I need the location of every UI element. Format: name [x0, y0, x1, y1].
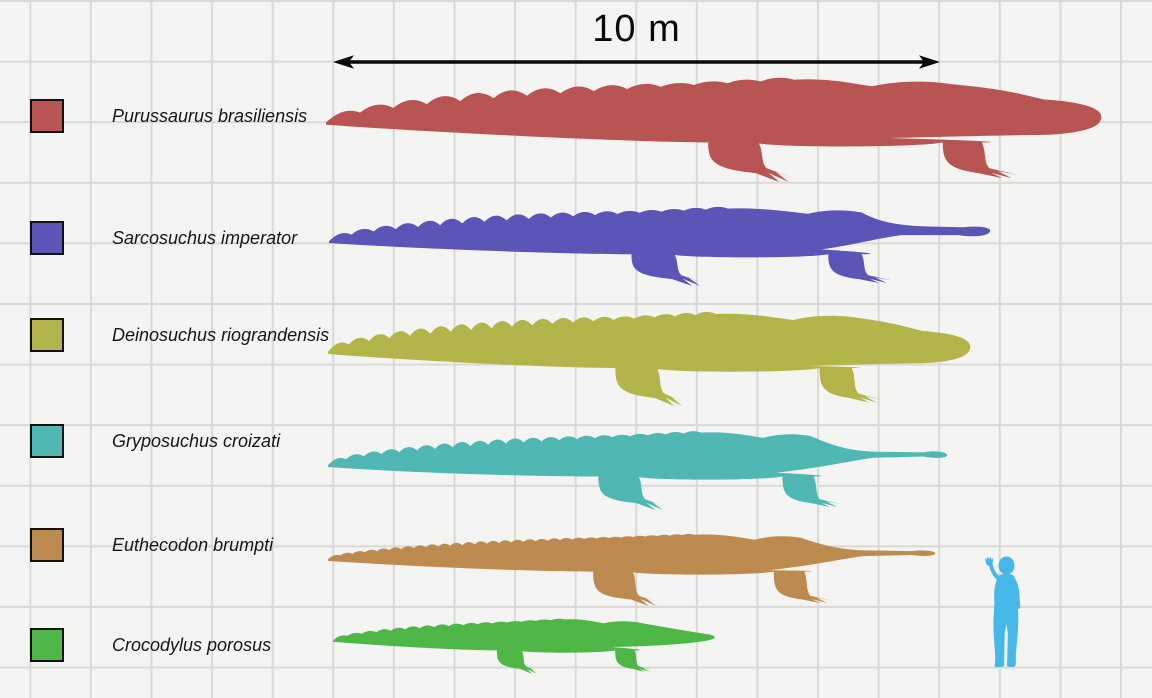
- legend-swatch: [30, 99, 64, 133]
- legend-swatch: [30, 318, 64, 352]
- legend-row: Purussaurus brasiliensis: [30, 99, 307, 133]
- legend-row: Gryposuchus croizati: [30, 424, 280, 458]
- species-label: Euthecodon brumpti: [112, 534, 274, 555]
- scale-arrow-right-head: [919, 55, 940, 69]
- legend-swatch: [30, 221, 64, 255]
- human-silhouette: [985, 556, 1021, 667]
- human-hanging-arm: [1012, 577, 1021, 609]
- human-body: [993, 573, 1019, 667]
- crocodile-body: [333, 618, 715, 674]
- crocodile-body: [328, 431, 948, 510]
- crocodile-silhouette: [328, 311, 971, 406]
- crocodile-body: [326, 77, 1102, 182]
- legend-row: Euthecodon brumpti: [30, 528, 273, 562]
- scale-arrow-left-head: [333, 55, 354, 69]
- crocodile-body: [329, 206, 991, 286]
- human-figure: [985, 556, 1021, 667]
- human-raised-arm: [989, 562, 1003, 582]
- scale-label: 10 m: [592, 8, 681, 50]
- legend-swatch: [30, 528, 64, 562]
- legend-row: Crocodylus porosus: [30, 628, 271, 662]
- scale-arrow: [333, 55, 940, 69]
- crocodile-silhouette: [326, 77, 1102, 182]
- crocodile-silhouette: [329, 206, 991, 286]
- species-label: Sarcosuchus imperator: [112, 227, 298, 248]
- crocodile-body: [328, 311, 971, 406]
- species-label: Deinosuchus riograndensis: [112, 324, 330, 345]
- species-label: Purussaurus brasiliensis: [112, 105, 308, 126]
- human-hand: [985, 556, 993, 566]
- legend-row: Deinosuchus riograndensis: [30, 318, 329, 352]
- crocodile-body: [328, 533, 936, 606]
- crocodile-silhouette: [328, 431, 948, 510]
- crocodile-silhouette: [333, 618, 715, 674]
- species-label: Crocodylus porosus: [112, 634, 272, 655]
- legend-swatch: [30, 424, 64, 458]
- human-head: [998, 556, 1015, 575]
- species-label: Gryposuchus croizati: [112, 430, 281, 451]
- crocodile-silhouette: [328, 533, 936, 606]
- legend-row: Sarcosuchus imperator: [30, 221, 297, 255]
- legend-swatch: [30, 628, 64, 662]
